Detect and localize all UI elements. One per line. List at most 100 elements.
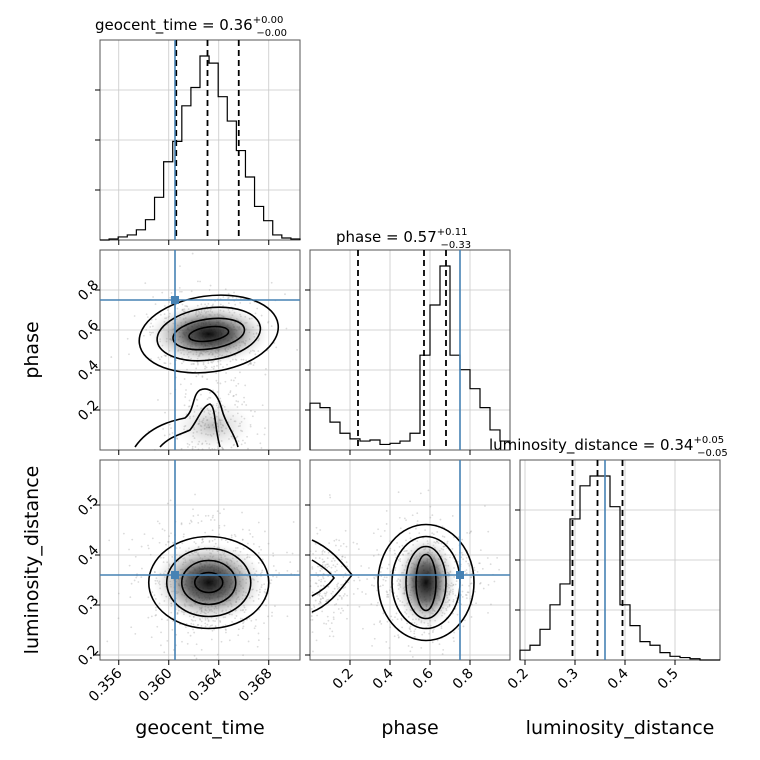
sample-point (385, 523, 388, 525)
sample-point (235, 393, 238, 396)
sample-point (327, 585, 330, 588)
sample-point (201, 376, 204, 378)
sample-point (197, 623, 200, 626)
sample-point (249, 362, 251, 365)
sample-point (335, 538, 338, 541)
sample-point (382, 578, 385, 581)
sample-point (405, 519, 407, 522)
sample-point (440, 625, 443, 628)
sample-point (389, 586, 392, 589)
sample-point (466, 531, 469, 534)
sample-point (258, 545, 261, 548)
sample-point (328, 542, 331, 545)
sample-point (192, 628, 194, 631)
sample-point (130, 582, 133, 585)
sample-point (379, 585, 382, 588)
sample-point (318, 602, 320, 605)
sample-point (433, 628, 435, 630)
sample-point (234, 535, 237, 538)
contour-level (147, 535, 270, 630)
sample-point (264, 427, 266, 429)
sample-point (424, 529, 427, 532)
sample-point (468, 532, 471, 535)
sample-point (251, 536, 254, 538)
sample-point (257, 639, 260, 642)
sample-point (222, 366, 224, 368)
histogram-step (519, 475, 720, 661)
sample-point (219, 382, 222, 385)
sample-point (227, 393, 230, 396)
sample-point (321, 568, 324, 570)
sample-point (143, 533, 146, 536)
sample-point (181, 640, 183, 643)
sample-point (317, 575, 319, 578)
sample-point (250, 619, 253, 622)
sample-point (157, 356, 160, 359)
sample-point (336, 598, 339, 601)
contour-level (180, 559, 237, 606)
sample-point (195, 643, 198, 646)
sample-point (106, 640, 109, 643)
sample-point (264, 373, 267, 376)
sample-point (269, 582, 272, 585)
ylabel-phase: phase (21, 321, 43, 378)
sample-point (153, 570, 156, 573)
sample-point (453, 640, 455, 643)
sample-point (314, 582, 317, 585)
sample-point (328, 635, 331, 638)
sample-point (224, 380, 227, 383)
sample-point (318, 593, 321, 596)
xlabel-geocent-time: geocent_time (135, 717, 264, 739)
sample-point (396, 618, 399, 621)
sample-point (338, 539, 341, 542)
sample-point (214, 625, 217, 627)
sample-point (393, 635, 396, 638)
sample-point (166, 639, 169, 642)
sample-point (168, 535, 171, 538)
sample-point (184, 396, 187, 398)
sample-point (275, 569, 277, 572)
sample-point (386, 591, 388, 594)
sample-point (409, 628, 411, 631)
x-tick-label: 0.6 (410, 665, 437, 692)
sample-point (219, 512, 221, 515)
sample-point (386, 620, 389, 623)
y-tick-label: 0.8 (75, 277, 102, 304)
sample-point (264, 530, 266, 533)
xlabel-luminosity-distance: luminosity_distance (526, 717, 715, 739)
sample-point (423, 631, 426, 634)
sample-point (353, 579, 356, 582)
sample-point (249, 361, 252, 364)
sample-point (315, 582, 318, 585)
sample-point (200, 393, 202, 396)
sample-point (241, 403, 244, 406)
sample-point (373, 576, 375, 579)
sample-point (396, 542, 398, 544)
sample-point (421, 633, 424, 636)
sample-point (208, 396, 210, 399)
truth-marker (456, 571, 464, 579)
sample-point (340, 598, 343, 600)
sample-point (321, 553, 324, 556)
sample-point (461, 584, 464, 587)
sample-point (158, 358, 161, 361)
sample-point (212, 514, 214, 517)
title-phase: phase = 0.57+0.11 −0.33 (336, 227, 471, 251)
sample-point (328, 565, 330, 568)
sample-point (193, 631, 196, 634)
sample-point (489, 563, 492, 566)
sample-point (334, 570, 337, 573)
sample-point (243, 396, 245, 399)
sample-point (242, 622, 244, 625)
sample-point (328, 494, 331, 496)
sample-point (253, 361, 256, 364)
sample-point (133, 579, 136, 582)
sample-point (144, 282, 147, 285)
sample-point (397, 491, 400, 494)
sample-point (255, 618, 258, 621)
sample-point (234, 376, 237, 379)
sample-point (457, 536, 460, 539)
sample-point (161, 528, 164, 531)
sample-point (150, 358, 152, 360)
sample-point (286, 569, 289, 572)
